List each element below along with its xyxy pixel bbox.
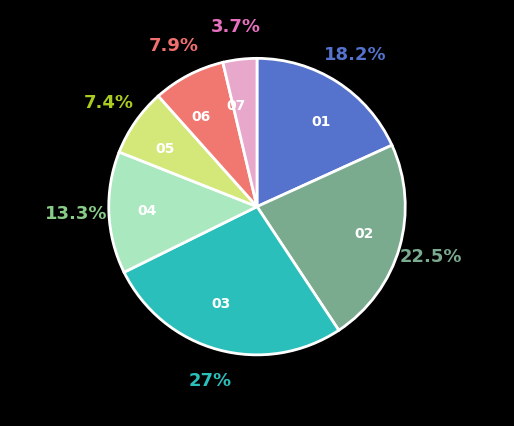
Text: 7.4%: 7.4% bbox=[84, 94, 134, 112]
Text: 06: 06 bbox=[191, 110, 210, 124]
Text: 3.7%: 3.7% bbox=[211, 18, 261, 36]
Wedge shape bbox=[223, 58, 257, 207]
Text: 03: 03 bbox=[211, 297, 231, 311]
Wedge shape bbox=[257, 58, 392, 207]
Text: 02: 02 bbox=[354, 227, 373, 242]
Wedge shape bbox=[158, 62, 257, 207]
Text: 7.9%: 7.9% bbox=[149, 37, 198, 55]
Text: 22.5%: 22.5% bbox=[399, 248, 462, 265]
Text: 05: 05 bbox=[155, 142, 174, 156]
Text: 27%: 27% bbox=[188, 372, 231, 390]
Text: 07: 07 bbox=[226, 100, 245, 113]
Text: 13.3%: 13.3% bbox=[45, 205, 107, 223]
Wedge shape bbox=[124, 207, 339, 355]
Wedge shape bbox=[119, 96, 257, 207]
Text: 18.2%: 18.2% bbox=[323, 46, 386, 63]
Text: 04: 04 bbox=[137, 204, 156, 218]
Text: 01: 01 bbox=[311, 115, 331, 129]
Wedge shape bbox=[109, 152, 257, 272]
Wedge shape bbox=[257, 145, 405, 330]
